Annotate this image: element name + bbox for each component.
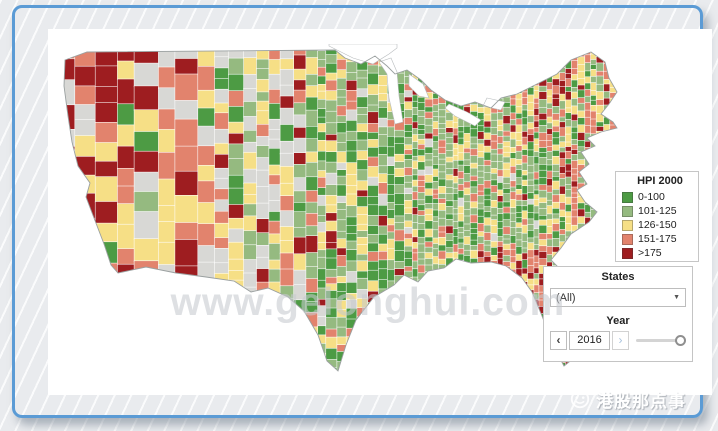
chevron-down-icon: ▼ [673, 294, 680, 301]
legend-swatch [622, 205, 633, 217]
legend-swatch [622, 233, 633, 245]
year-filter-label: Year [606, 315, 630, 327]
legend-item[interactable]: 126-150 [622, 218, 698, 232]
states-dropdown-value: (All) [556, 291, 576, 304]
year-slider-handle[interactable] [675, 335, 686, 346]
map-container [55, 44, 635, 378]
legend-title: HPI 2000 [637, 175, 683, 187]
legend-item[interactable]: >175 [622, 246, 698, 260]
chevron-left-icon: ‹ [556, 333, 561, 347]
year-controls: ‹ 2016 › [550, 331, 686, 351]
legend-label: 101-125 [638, 205, 677, 217]
year-slider-track[interactable] [636, 339, 683, 342]
legend-swatch [622, 191, 633, 203]
legend-label: 151-175 [638, 233, 677, 245]
legend-items: 0-100 101-125 126-150 151-175 >175 [622, 190, 698, 260]
legend-item[interactable]: 151-175 [622, 232, 698, 246]
legend-label: >175 [638, 247, 662, 259]
legend-item[interactable]: 101-125 [622, 204, 698, 218]
brand-name: 港股那点事 [596, 391, 686, 411]
lake-superior [328, 44, 398, 65]
legend-label: 126-150 [638, 219, 677, 231]
brand-footer: 港股那点事 [569, 387, 686, 411]
legend-swatch [622, 247, 633, 259]
lake-huron [408, 73, 430, 99]
lake-erie [444, 103, 482, 127]
year-slider[interactable] [636, 331, 686, 350]
year-next-button[interactable]: › [612, 331, 629, 350]
legend-swatch [622, 219, 633, 231]
states-filter-label: States [601, 271, 635, 283]
filter-panel: States (All) ▼ Year ‹ 2016 › [543, 266, 693, 362]
brand-logo-icon [570, 389, 590, 409]
dashboard-card: www.gelonghui.com HPI 2000 0-100 101-125 1… [12, 5, 712, 418]
year-value-field[interactable]: 2016 [569, 331, 610, 350]
chevron-right-icon: › [618, 333, 623, 347]
legend-item[interactable]: 0-100 [622, 190, 698, 204]
lake-michigan [378, 57, 404, 125]
hpi-legend: HPI 2000 0-100 101-125 126-150 151-175 >175 [615, 171, 699, 262]
year-prev-button[interactable]: ‹ [550, 331, 567, 350]
us-county-choropleth-map[interactable] [55, 44, 635, 378]
states-dropdown[interactable]: (All) ▼ [550, 288, 686, 307]
dashboard-screenshot: www.gelonghui.com HPI 2000 0-100 101-125 1… [48, 29, 712, 395]
legend-label: 0-100 [638, 191, 665, 203]
